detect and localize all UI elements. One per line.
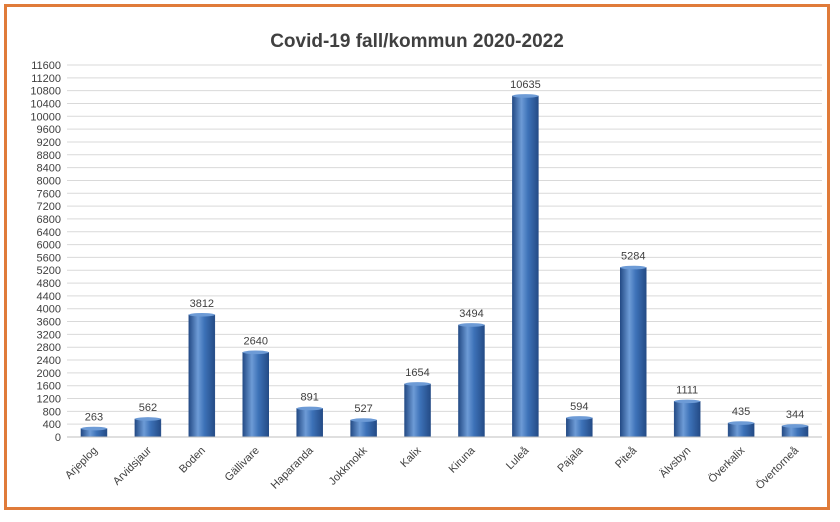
y-tick-label: 5600: [37, 252, 61, 264]
y-tick-label: 7600: [37, 188, 61, 200]
y-tick-label: 0: [55, 432, 61, 444]
data-label: 1654: [405, 367, 429, 379]
bar: [458, 324, 485, 438]
bar: [673, 401, 701, 438]
bar: [134, 418, 162, 438]
bar-top: [782, 424, 809, 428]
x-tick-label: Övertorneå: [754, 444, 802, 492]
bar-top: [350, 418, 377, 422]
y-tick-label: 6000: [37, 240, 61, 252]
y-tick-label: 10400: [30, 98, 61, 110]
y-tick-label: 2400: [37, 355, 61, 367]
bar-top: [80, 426, 107, 431]
x-tick-label: Boden: [177, 445, 208, 476]
y-tick-label: 1200: [37, 394, 61, 406]
bar-chart: Covid-19 fall/kommun 2020-2022 040080012…: [30, 31, 822, 492]
bar: [404, 383, 431, 438]
y-tick-label: 9600: [37, 124, 61, 136]
y-tick-label: 3600: [37, 317, 61, 329]
y-tick-label: 11600: [31, 60, 61, 72]
y-tick-label: 10800: [30, 86, 61, 98]
data-label: 527: [354, 403, 372, 415]
y-tick-label: 8000: [37, 175, 61, 187]
y-tick-label: 400: [43, 419, 61, 431]
x-tick-label: Kalix: [398, 444, 424, 470]
y-tick-label: 6400: [37, 227, 61, 239]
data-label: 1111: [676, 384, 698, 396]
x-tick-label: Gällivare: [223, 445, 262, 484]
x-axis: Arjeplog Arvidsjaur Boden Gällivare Haparand…: [63, 436, 822, 492]
bars: 263 562 3812 2640 891 527 1654 3494 10635 594 5284…: [80, 79, 809, 438]
data-label: 2640: [244, 335, 268, 347]
y-axis: 0400800120016002000240028003200360040004…: [30, 60, 61, 444]
bar: [242, 352, 269, 438]
y-tick-label: 3200: [37, 329, 61, 341]
y-tick-label: 1600: [37, 381, 61, 393]
y-tick-label: 11200: [31, 73, 61, 85]
bar-top: [458, 323, 485, 327]
x-tick-label: Älvsbyn: [658, 445, 694, 481]
x-tick-label: Arjeplog: [63, 445, 100, 482]
data-label: 10635: [510, 79, 541, 91]
bar-top: [512, 94, 539, 98]
y-tick-label: 8400: [37, 163, 61, 175]
data-label: 263: [85, 412, 103, 424]
bar: [727, 422, 755, 438]
bar: [188, 314, 216, 438]
x-tick-label: Haparanda: [269, 444, 317, 492]
bar-top: [674, 399, 701, 404]
y-tick-label: 5200: [37, 265, 61, 277]
bar-top: [188, 312, 215, 317]
bar-top: [296, 406, 323, 411]
bar: [566, 417, 593, 438]
x-tick-label: Jokkmokk: [327, 444, 370, 487]
y-tick-label: 7200: [37, 201, 61, 213]
data-label: 3494: [459, 308, 483, 320]
data-label: 344: [786, 409, 804, 421]
chart-frame: Covid-19 fall/kommun 2020-2022 0 400 800 12…: [4, 4, 830, 510]
bar-top: [404, 382, 431, 386]
bar-top: [134, 417, 161, 421]
chart-title: Covid-19 fall/kommun 2020-2022: [270, 31, 564, 52]
bar: [350, 419, 377, 438]
data-label: 594: [570, 401, 588, 413]
data-label: 435: [732, 406, 750, 418]
x-tick-label: Pajala: [555, 444, 586, 475]
bar-top: [620, 265, 647, 270]
y-tick-label: 800: [43, 406, 61, 418]
data-label: 562: [139, 402, 157, 414]
x-tick-label: Kiruna: [447, 444, 479, 476]
x-tick-label: Piteå: [613, 444, 640, 471]
data-label: 891: [300, 391, 318, 403]
y-tick-label: 2000: [37, 368, 61, 380]
y-tick-label: 4000: [37, 304, 61, 316]
gridlines: [67, 64, 822, 438]
x-tick-label: Arvidsjaur: [111, 444, 154, 487]
y-tick-label: 8800: [37, 150, 61, 162]
data-label: 3812: [190, 298, 214, 310]
bar: [512, 95, 539, 438]
y-tick-label: 4800: [37, 278, 61, 290]
bar: [296, 408, 323, 438]
bar-top: [728, 421, 755, 425]
y-tick-label: 9200: [37, 137, 61, 149]
bar: [620, 267, 647, 438]
x-tick-label: Överkalix: [706, 444, 747, 485]
y-tick-label: 10000: [30, 111, 61, 123]
bar-top: [566, 416, 593, 420]
y-tick-label: 6800: [37, 214, 61, 226]
bar-top: [242, 350, 269, 355]
data-label: 5284: [621, 251, 645, 263]
y-tick-label: 4400: [37, 291, 61, 303]
y-tick-label: 2800: [37, 342, 61, 354]
x-tick-label: Luleå: [504, 444, 532, 472]
